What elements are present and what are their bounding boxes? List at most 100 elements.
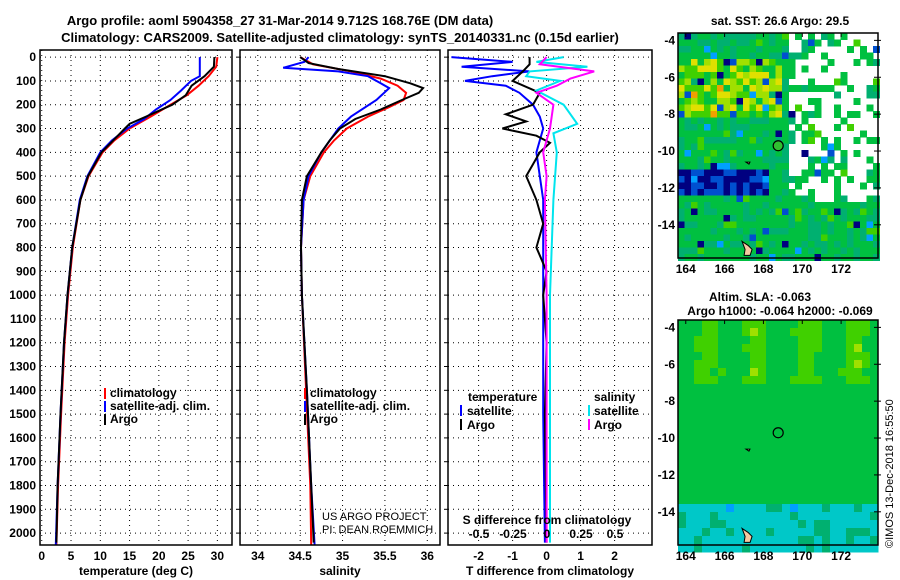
map-pixel	[821, 156, 828, 164]
map-pixel	[830, 448, 839, 457]
map-pixel	[775, 59, 783, 66]
map-pixel	[762, 98, 770, 105]
depth-tick-label: 0	[29, 50, 36, 64]
map-pixel	[678, 169, 685, 177]
map-y-tick-label: -10	[658, 144, 676, 158]
map-pixel	[723, 182, 731, 190]
map-pixel	[710, 169, 718, 177]
map-pixel	[853, 202, 861, 209]
map-pixel	[801, 234, 809, 242]
map-pixel	[730, 104, 737, 112]
map-pixel	[742, 432, 751, 441]
sst-map: 164 166 168 170 172-4-6-8-10-12-14	[658, 32, 881, 276]
map-pixel	[795, 195, 802, 203]
map-pixel	[710, 384, 719, 393]
legend-label: Argo	[310, 412, 338, 426]
map-pixel	[769, 78, 776, 86]
depth-tick-label: 300	[16, 122, 36, 136]
map-pixel	[686, 368, 695, 377]
map-pixel	[730, 111, 737, 118]
map-pixel	[734, 464, 743, 473]
map-pixel	[814, 456, 823, 465]
map-pixel	[782, 150, 789, 157]
map-pixel	[742, 496, 751, 505]
map-pixel	[840, 156, 848, 164]
map-pixel	[782, 111, 789, 118]
map-pixel	[795, 234, 802, 242]
map-pixel	[756, 215, 763, 222]
map-pixel	[782, 336, 791, 345]
map-pixel	[847, 111, 854, 118]
map-pixel	[769, 234, 776, 242]
x-tick-label: 5	[68, 549, 75, 563]
map-pixel	[710, 91, 718, 99]
map-pixel	[870, 416, 879, 425]
map-pixel	[830, 320, 839, 329]
map-pixel	[694, 352, 703, 361]
map-pixel	[702, 352, 711, 361]
map-pixel	[758, 480, 767, 489]
map-pixel	[750, 464, 759, 473]
map-pixel	[782, 78, 789, 86]
map-pixel	[870, 448, 879, 457]
map-pixel	[834, 111, 841, 118]
map-pixel	[774, 368, 783, 377]
map-pixel	[718, 368, 727, 377]
map-pixel	[742, 368, 751, 377]
map-pixel	[854, 512, 863, 521]
map-pixel	[710, 440, 719, 449]
map-pixel	[686, 416, 695, 425]
map-pixel	[806, 408, 815, 417]
map-pixel	[830, 416, 839, 425]
map-pixel	[846, 464, 855, 473]
map-pixel	[691, 208, 698, 216]
map-pixel	[766, 464, 775, 473]
map-pixel	[723, 247, 731, 255]
map-pixel	[766, 536, 775, 545]
map-pixel	[758, 392, 767, 401]
map-pixel	[723, 85, 731, 92]
map-pixel	[694, 504, 703, 513]
map-pixel	[806, 528, 815, 537]
map-pixel	[790, 544, 799, 553]
map-pixel	[782, 368, 791, 377]
map-pixel	[806, 480, 815, 489]
map-pixel	[860, 52, 867, 60]
map-pixel	[743, 182, 750, 190]
map-pixel	[702, 360, 711, 369]
map-pixel	[756, 163, 763, 170]
map-pixel	[704, 202, 711, 209]
map-pixel	[870, 544, 879, 553]
map-pixel	[756, 234, 763, 242]
map-pixel	[717, 111, 724, 118]
map-pixel	[749, 85, 757, 92]
map-pixel	[710, 104, 718, 112]
map-pixel	[749, 221, 757, 229]
map-pixel	[854, 504, 863, 513]
map-pixel	[691, 176, 698, 183]
map-pixel	[684, 215, 692, 222]
map-pixel	[678, 536, 687, 545]
map-pixel	[808, 78, 815, 86]
map-pixel	[678, 344, 687, 353]
map-pixel	[678, 33, 685, 40]
map-pixel	[742, 480, 751, 489]
map-pixel	[838, 440, 847, 449]
legend-swatch	[104, 401, 106, 412]
map-pixel	[795, 104, 802, 112]
map-pixel	[808, 98, 815, 105]
map-pixel	[702, 376, 711, 385]
map-pixel	[717, 39, 724, 47]
map-pixel	[710, 85, 718, 92]
map-pixel	[798, 520, 807, 529]
map-pixel	[814, 328, 823, 337]
map-pixel	[702, 544, 711, 553]
map-pixel	[762, 59, 770, 66]
map-pixel	[862, 448, 871, 457]
map-pixel	[710, 328, 719, 337]
map-pixel	[726, 528, 735, 537]
map-pixel	[862, 456, 871, 465]
map-pixel	[743, 189, 750, 196]
map-pixel	[846, 544, 855, 553]
map-pixel	[743, 130, 750, 138]
